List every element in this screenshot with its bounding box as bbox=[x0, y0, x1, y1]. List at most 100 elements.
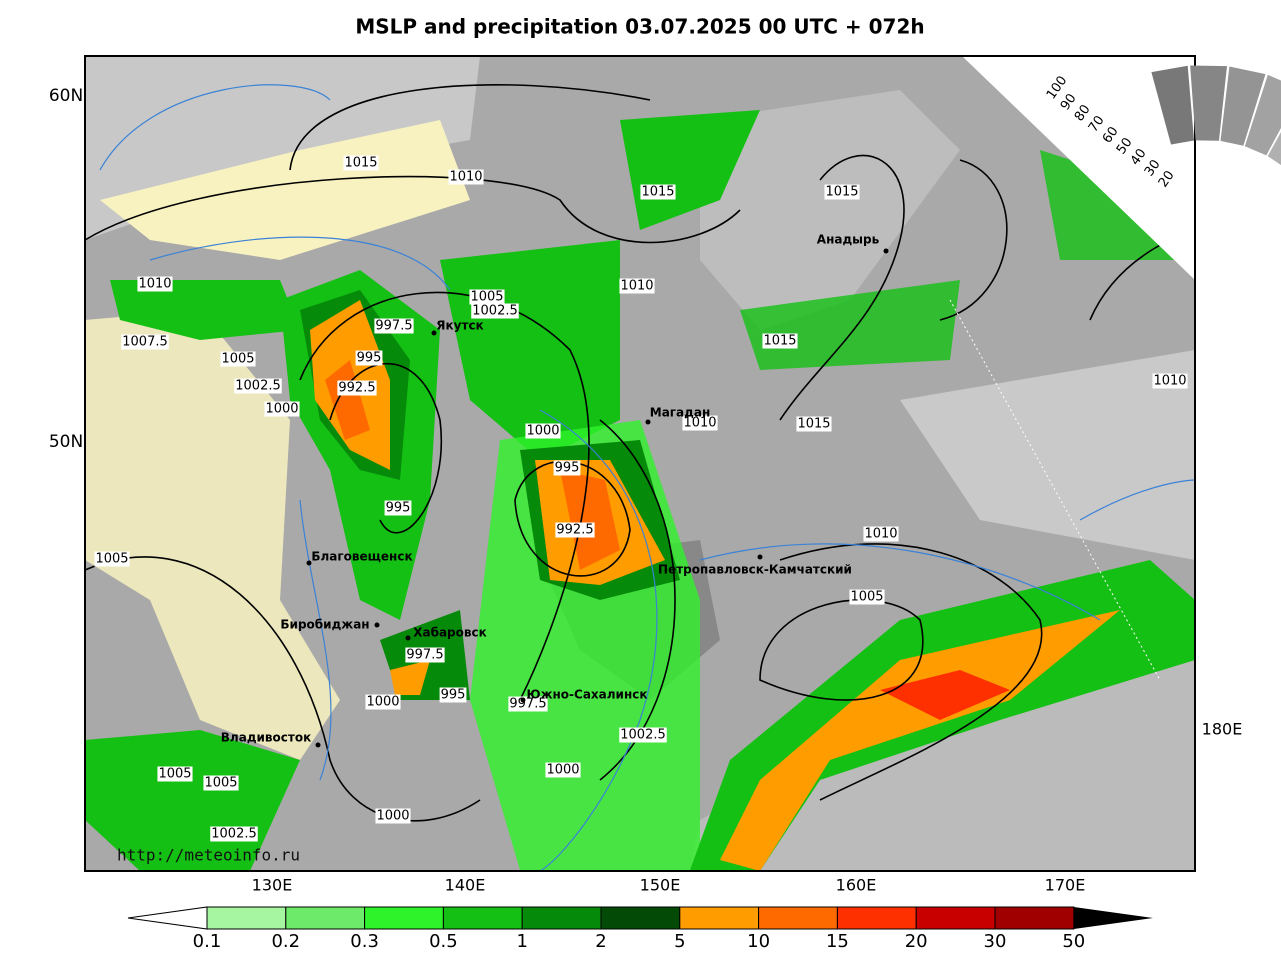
isobar-label-bg bbox=[337, 380, 377, 396]
colorbar-box bbox=[442, 906, 523, 930]
colorbar-label: 30 bbox=[984, 931, 1007, 952]
isobar-label-bg bbox=[234, 378, 282, 394]
isobar-label: 1015 bbox=[641, 185, 674, 200]
isobar-label: 1010 bbox=[864, 527, 897, 542]
isobar-label: 995 bbox=[386, 501, 411, 516]
isobar-label-bg bbox=[545, 762, 581, 778]
colorbar-box bbox=[836, 906, 917, 930]
colorbar-label: 0.3 bbox=[350, 931, 379, 952]
city-label: Магадан bbox=[650, 406, 711, 420]
isobar-label-bg bbox=[553, 460, 581, 476]
isobar-label: 1000 bbox=[546, 763, 579, 778]
isobar-label-bg bbox=[682, 415, 718, 431]
colorbar-label: 15 bbox=[826, 931, 849, 952]
city-label: Владивосток bbox=[221, 731, 311, 745]
isobar-label-bg bbox=[365, 694, 401, 710]
isobar-label: 997.5 bbox=[509, 697, 546, 712]
map-title: MSLP and precipitation 03.07.2025 00 UTC… bbox=[355, 15, 924, 39]
isobar-label: 995 bbox=[441, 688, 466, 703]
colorbar-box bbox=[600, 906, 681, 930]
cloud-scale-segment bbox=[1244, 74, 1281, 156]
isobar-label: 1005 bbox=[158, 767, 191, 782]
colorbar-low-arrow bbox=[127, 906, 208, 930]
isobar-label-bg bbox=[555, 522, 595, 538]
isobar-label: 1000 bbox=[376, 809, 409, 824]
isobar-label-bg bbox=[1152, 373, 1188, 389]
city-dot bbox=[757, 554, 763, 560]
isobar-label-bg bbox=[508, 696, 548, 712]
isobar-label-bg bbox=[849, 589, 885, 605]
isobar-label-bg bbox=[203, 775, 239, 791]
isobar-label: 992.5 bbox=[556, 523, 593, 538]
isobar-label-bg bbox=[220, 351, 256, 367]
isobar-label-bg bbox=[375, 808, 411, 824]
cloud-scale-segment bbox=[1267, 132, 1281, 166]
isobar-label-bg bbox=[374, 318, 414, 334]
city-label: Петропавловск-Камчатский bbox=[658, 563, 852, 577]
colorbar-label: 10 bbox=[747, 931, 770, 952]
isobar-label-bg bbox=[619, 727, 667, 743]
isobar-label-bg bbox=[525, 423, 561, 439]
lon-label: 170E bbox=[1045, 876, 1086, 895]
isobar-label: 1010 bbox=[449, 170, 482, 185]
city-dot bbox=[520, 697, 526, 703]
map-frame bbox=[84, 55, 1196, 872]
isobar-label: 1015 bbox=[825, 185, 858, 200]
isobar-label: 1000 bbox=[265, 402, 298, 417]
isobar-label-bg bbox=[157, 766, 193, 782]
isobar-label: 1005 bbox=[204, 776, 237, 791]
isobar-label: 997.5 bbox=[375, 319, 412, 334]
colorbar-label: 5 bbox=[674, 931, 685, 952]
isobar-label: 995 bbox=[357, 351, 382, 366]
lat-label: 60N bbox=[49, 86, 83, 106]
colorbar-box bbox=[679, 906, 760, 930]
isobar-label: 1010 bbox=[138, 277, 171, 292]
isobar-label: 1002.5 bbox=[211, 827, 257, 842]
isobar-label-bg bbox=[137, 276, 173, 292]
source-url: http://meteoinfo.ru bbox=[117, 846, 300, 865]
isobar-label: 1010 bbox=[1153, 374, 1186, 389]
isobar-label-bg bbox=[863, 526, 899, 542]
city-dot bbox=[645, 419, 651, 425]
city-dot bbox=[315, 742, 321, 748]
colorbar-label: 20 bbox=[905, 931, 928, 952]
isobar-label-bg bbox=[355, 350, 383, 366]
isobar-label-bg bbox=[264, 401, 300, 417]
isobar-label-bg bbox=[343, 155, 379, 171]
isobar-label-bg bbox=[121, 334, 169, 350]
cloud-scale-segment bbox=[1190, 65, 1227, 141]
isobar-label: 1002.5 bbox=[472, 304, 518, 319]
city-dot bbox=[405, 635, 411, 641]
isobar-label-bg bbox=[796, 416, 832, 432]
isobar-label: 1002.5 bbox=[620, 728, 666, 743]
colorbar-label: 50 bbox=[1062, 931, 1085, 952]
isobar-label-bg bbox=[405, 647, 445, 663]
city-label: Якутск bbox=[436, 319, 483, 333]
lon-label: 160E bbox=[836, 876, 877, 895]
colorbar-label: 0.1 bbox=[193, 931, 222, 952]
lon-label: 150E bbox=[640, 876, 681, 895]
cloud-scale-segment bbox=[1151, 65, 1195, 145]
isobar-label-bg bbox=[469, 289, 505, 305]
lon-label: 180E bbox=[1202, 720, 1243, 739]
isobar-label-bg bbox=[762, 333, 798, 349]
city-label: Благовещенск bbox=[311, 550, 412, 564]
isobar-label: 1005 bbox=[95, 552, 128, 567]
isobar-label: 992.5 bbox=[338, 381, 375, 396]
city-label: Южно-Сахалинск bbox=[526, 688, 647, 702]
isobar-label: 1015 bbox=[797, 417, 830, 432]
isobar-label: 1000 bbox=[526, 424, 559, 439]
cloud-scale-segment bbox=[1220, 66, 1266, 146]
colorbar-box bbox=[364, 906, 444, 930]
isobar-label: 1010 bbox=[683, 416, 716, 431]
isobar-label-bg bbox=[471, 303, 519, 319]
isobar-label-bg bbox=[824, 184, 860, 200]
colorbar-label: 0.2 bbox=[271, 931, 300, 952]
colorbar-box bbox=[915, 906, 996, 930]
isobar-label: 995 bbox=[555, 461, 580, 476]
isobar-label-bg bbox=[210, 826, 258, 842]
lat-label: 50N bbox=[49, 432, 83, 452]
isobar-label: 1005 bbox=[850, 590, 883, 605]
colorbar-label: 1 bbox=[516, 931, 527, 952]
colorbar-label: 0.5 bbox=[429, 931, 458, 952]
